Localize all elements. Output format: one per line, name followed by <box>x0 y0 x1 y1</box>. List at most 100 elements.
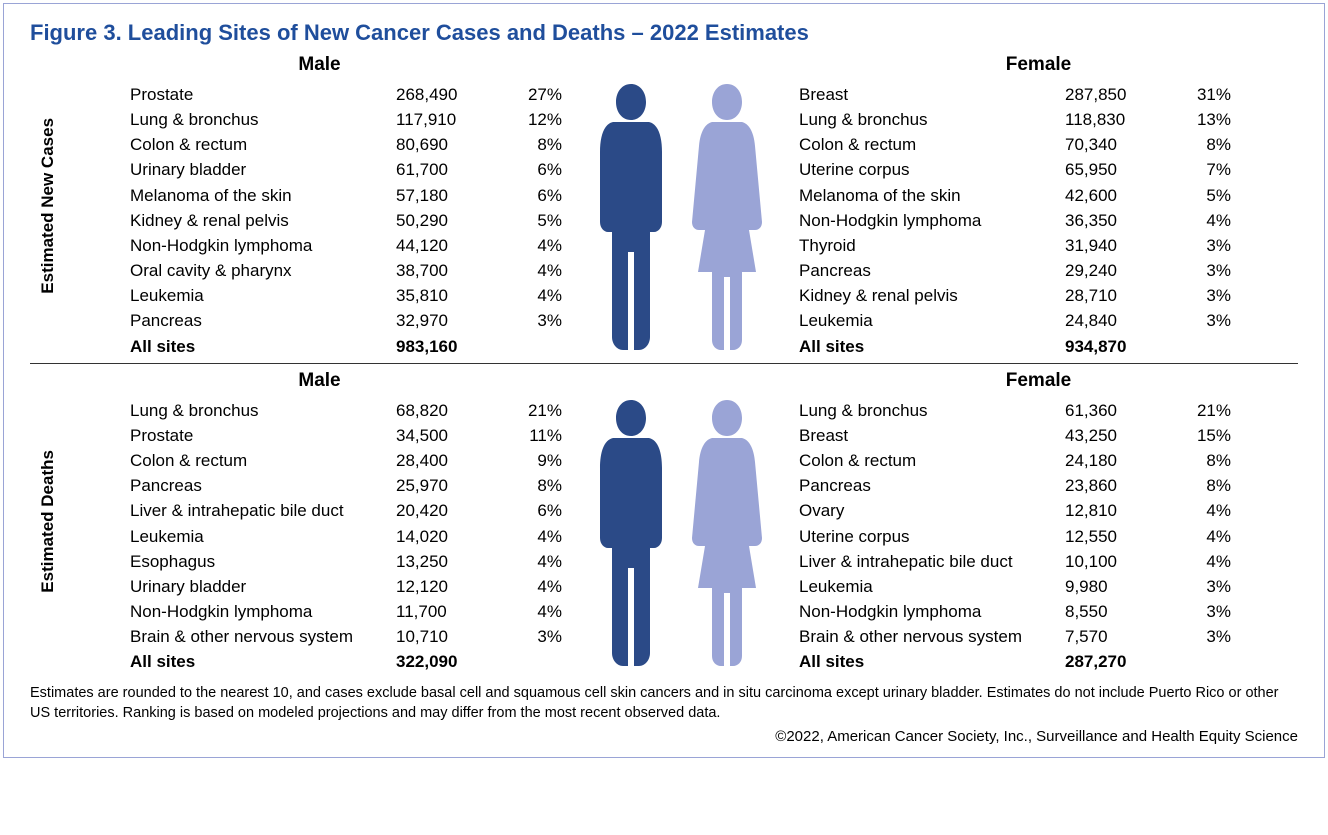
count-cell: 70,340 <box>1065 132 1171 157</box>
count-cell: 11,700 <box>396 599 502 624</box>
female-silhouette-icon <box>682 398 772 668</box>
female-table-new-cases: Breast287,85031%Lung & bronchus118,83013… <box>799 82 1237 359</box>
table-row: Kidney & renal pelvis28,7103% <box>799 283 1237 308</box>
total-row: All sites983,160 <box>130 334 568 359</box>
count-cell: 28,710 <box>1065 283 1171 308</box>
male-column-deaths: Male Lung & bronchus68,82021%Prostate34,… <box>60 368 579 675</box>
pct-cell: 3% <box>1171 258 1237 283</box>
count-cell: 934,870 <box>1065 334 1171 359</box>
copyright-text: ©2022, American Cancer Society, Inc., Su… <box>30 728 1298 745</box>
table-row: Uterine corpus65,9507% <box>799 157 1237 182</box>
site-cell: Uterine corpus <box>799 157 1065 182</box>
site-cell: Urinary bladder <box>130 574 396 599</box>
table-row: Colon & rectum24,1808% <box>799 448 1237 473</box>
table-row: Lung & bronchus118,83013% <box>799 107 1237 132</box>
pct-cell: 8% <box>502 473 568 498</box>
table-row: Colon & rectum70,3408% <box>799 132 1237 157</box>
table-row: Brain & other nervous system10,7103% <box>130 624 568 649</box>
count-cell: 322,090 <box>396 649 502 674</box>
pct-cell: 8% <box>1171 473 1237 498</box>
pct-cell: 21% <box>502 398 568 423</box>
table-row: Oral cavity & pharynx38,7004% <box>130 258 568 283</box>
table-row: Pancreas29,2403% <box>799 258 1237 283</box>
pct-cell: 4% <box>502 258 568 283</box>
count-cell: 983,160 <box>396 334 502 359</box>
count-cell: 10,710 <box>396 624 502 649</box>
table-row: Uterine corpus12,5504% <box>799 524 1237 549</box>
site-cell: Leukemia <box>799 574 1065 599</box>
table-row: Leukemia35,8104% <box>130 283 568 308</box>
panel-deaths: Male Lung & bronchus68,82021%Prostate34,… <box>60 368 1298 675</box>
count-cell: 118,830 <box>1065 107 1171 132</box>
site-cell: All sites <box>130 649 396 674</box>
count-cell: 80,690 <box>396 132 502 157</box>
count-cell: 44,120 <box>396 233 502 258</box>
table-row: Urinary bladder12,1204% <box>130 574 568 599</box>
table-row: Leukemia9,9803% <box>799 574 1237 599</box>
table-row: Melanoma of the skin57,1806% <box>130 183 568 208</box>
section-deaths: Estimated Deaths Male Lung & bronchus68,… <box>30 363 1298 675</box>
count-cell: 24,180 <box>1065 448 1171 473</box>
pct-cell: 8% <box>1171 448 1237 473</box>
count-cell: 31,940 <box>1065 233 1171 258</box>
pct-cell: 27% <box>502 82 568 107</box>
female-table-deaths: Lung & bronchus61,36021%Breast43,25015%C… <box>799 398 1237 675</box>
vertical-label-deaths: Estimated Deaths <box>30 368 60 675</box>
table-row: Colon & rectum80,6908% <box>130 132 568 157</box>
table-row: Breast43,25015% <box>799 423 1237 448</box>
table-row: Breast287,85031% <box>799 82 1237 107</box>
count-cell: 268,490 <box>396 82 502 107</box>
count-cell: 12,120 <box>396 574 502 599</box>
table-row: Lung & bronchus61,36021% <box>799 398 1237 423</box>
table-row: Pancreas25,9708% <box>130 473 568 498</box>
pct-cell: 4% <box>1171 549 1237 574</box>
site-cell: Kidney & renal pelvis <box>130 208 396 233</box>
table-row: Lung & bronchus68,82021% <box>130 398 568 423</box>
table-row: Lung & bronchus117,91012% <box>130 107 568 132</box>
count-cell: 29,240 <box>1065 258 1171 283</box>
count-cell: 12,810 <box>1065 498 1171 523</box>
pct-cell: 4% <box>1171 524 1237 549</box>
site-cell: Esophagus <box>130 549 396 574</box>
table-row: Non-Hodgkin lymphoma8,5503% <box>799 599 1237 624</box>
pct-cell: 4% <box>502 283 568 308</box>
site-cell: Leukemia <box>130 283 396 308</box>
female-column-new-cases: Female Breast287,85031%Lung & bronchus11… <box>779 52 1298 359</box>
site-cell: All sites <box>799 334 1065 359</box>
count-cell: 9,980 <box>1065 574 1171 599</box>
table-row: Thyroid31,9403% <box>799 233 1237 258</box>
total-row: All sites934,870 <box>799 334 1237 359</box>
pct-cell: 4% <box>502 574 568 599</box>
site-cell: Melanoma of the skin <box>799 183 1065 208</box>
table-row: Colon & rectum28,4009% <box>130 448 568 473</box>
pct-cell: 5% <box>1171 183 1237 208</box>
male-silhouette-icon <box>586 82 676 352</box>
site-cell: Prostate <box>130 82 396 107</box>
site-cell: Leukemia <box>130 524 396 549</box>
count-cell: 28,400 <box>396 448 502 473</box>
total-row: All sites322,090 <box>130 649 568 674</box>
site-cell: Breast <box>799 423 1065 448</box>
count-cell: 24,840 <box>1065 308 1171 333</box>
table-row: Leukemia14,0204% <box>130 524 568 549</box>
count-cell: 38,700 <box>396 258 502 283</box>
count-cell: 25,970 <box>396 473 502 498</box>
pct-cell: 3% <box>1171 233 1237 258</box>
pct-cell: 3% <box>1171 599 1237 624</box>
site-cell: Uterine corpus <box>799 524 1065 549</box>
table-row: Liver & intrahepatic bile duct10,1004% <box>799 549 1237 574</box>
table-row: Non-Hodgkin lymphoma11,7004% <box>130 599 568 624</box>
pct-cell: 4% <box>502 599 568 624</box>
count-cell: 68,820 <box>396 398 502 423</box>
table-row: Kidney & renal pelvis50,2905% <box>130 208 568 233</box>
count-cell: 13,250 <box>396 549 502 574</box>
count-cell: 43,250 <box>1065 423 1171 448</box>
pct-cell: 12% <box>502 107 568 132</box>
site-cell: Non-Hodgkin lymphoma <box>130 233 396 258</box>
site-cell: Colon & rectum <box>130 448 396 473</box>
site-cell: Leukemia <box>799 308 1065 333</box>
site-cell: Kidney & renal pelvis <box>799 283 1065 308</box>
pct-cell: 5% <box>502 208 568 233</box>
pct-cell: 4% <box>502 549 568 574</box>
pct-cell: 7% <box>1171 157 1237 182</box>
